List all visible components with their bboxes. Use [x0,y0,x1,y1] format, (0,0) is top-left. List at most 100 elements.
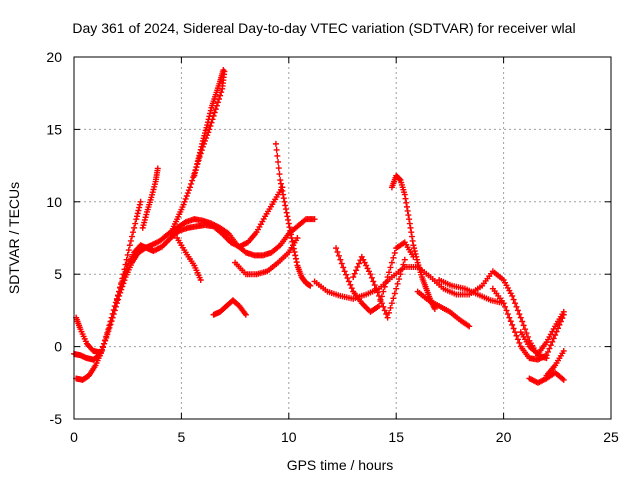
data-point [337,256,344,263]
data-point [113,297,120,304]
data-point [273,146,280,153]
data-point [207,123,214,130]
y-tick-label: 0 [54,339,62,355]
data-point [351,270,358,277]
data-point [345,278,352,285]
data-point [396,276,403,283]
series-sat-k [272,140,314,289]
data-point [194,161,201,168]
data-point [512,300,519,307]
data-point [355,260,362,267]
data-point [412,250,419,257]
data-point [409,237,416,244]
data-point [347,281,354,288]
data-point [274,152,281,159]
data-point [134,213,141,220]
data-point [118,279,125,286]
data-point [390,295,397,302]
data-point [401,191,408,198]
data-point [380,303,387,310]
data-point [512,329,519,336]
data-point [500,300,507,307]
series-sat-m [333,239,417,315]
data-point [368,274,375,281]
data-point [333,245,340,252]
data-point [285,216,292,223]
data-point [560,308,567,315]
data-point [109,310,116,317]
data-point [198,143,205,150]
data-point [287,231,294,238]
series-sat-i [210,297,249,318]
series-sat-p [414,288,473,330]
data-point [126,242,133,249]
data-point [294,235,301,241]
data-point [197,149,204,156]
data-point [386,309,393,316]
data-point [547,342,554,349]
x-tick-label: 0 [70,429,78,445]
data-point [560,347,567,354]
data-point [110,306,117,313]
data-point [338,260,345,267]
data-point [514,336,521,343]
data-series [71,67,567,386]
x-tick-label: 25 [603,429,619,445]
data-point [376,292,383,299]
data-point [510,325,517,332]
data-point [544,348,551,355]
data-point [105,326,112,333]
data-point [550,335,557,342]
data-point [103,333,110,340]
data-point [186,184,193,191]
data-point [387,264,394,271]
data-point [204,122,211,129]
data-point [123,256,130,263]
data-point [183,193,190,200]
data-point [124,251,131,258]
data-point [396,176,403,183]
data-point [370,278,377,285]
data-point [402,195,409,202]
data-point [400,261,407,268]
data-point [509,321,516,328]
data-point [128,233,135,240]
data-point [354,263,361,270]
data-point [403,199,410,206]
data-point [280,195,287,202]
series-sat-o [350,253,408,321]
data-point [509,292,516,299]
data-point [207,107,214,114]
x-tick-label: 5 [178,429,186,445]
data-point [376,303,383,310]
data-point [408,233,415,240]
data-point [516,339,523,346]
data-point [192,169,199,176]
data-point [283,209,290,216]
data-point [549,338,556,345]
data-point [182,195,189,202]
data-point [107,318,114,325]
data-point [136,204,143,211]
data-point [393,285,400,292]
data-point [281,198,288,205]
grid [74,57,611,419]
data-point [120,271,127,278]
data-point [380,288,387,295]
y-tick-label: -5 [50,411,63,427]
series-sat-f [174,235,204,283]
data-point [284,213,291,220]
data-point [377,296,384,303]
series-sat-e [139,165,161,231]
data-point [292,255,299,262]
data-point [520,322,527,329]
data-point [104,329,111,336]
data-point [135,207,142,214]
data-point [397,271,404,278]
data-point [335,252,342,259]
data-point [199,140,206,147]
data-point [154,165,161,172]
data-point [431,305,438,312]
data-point [206,113,213,120]
data-point [122,261,129,268]
